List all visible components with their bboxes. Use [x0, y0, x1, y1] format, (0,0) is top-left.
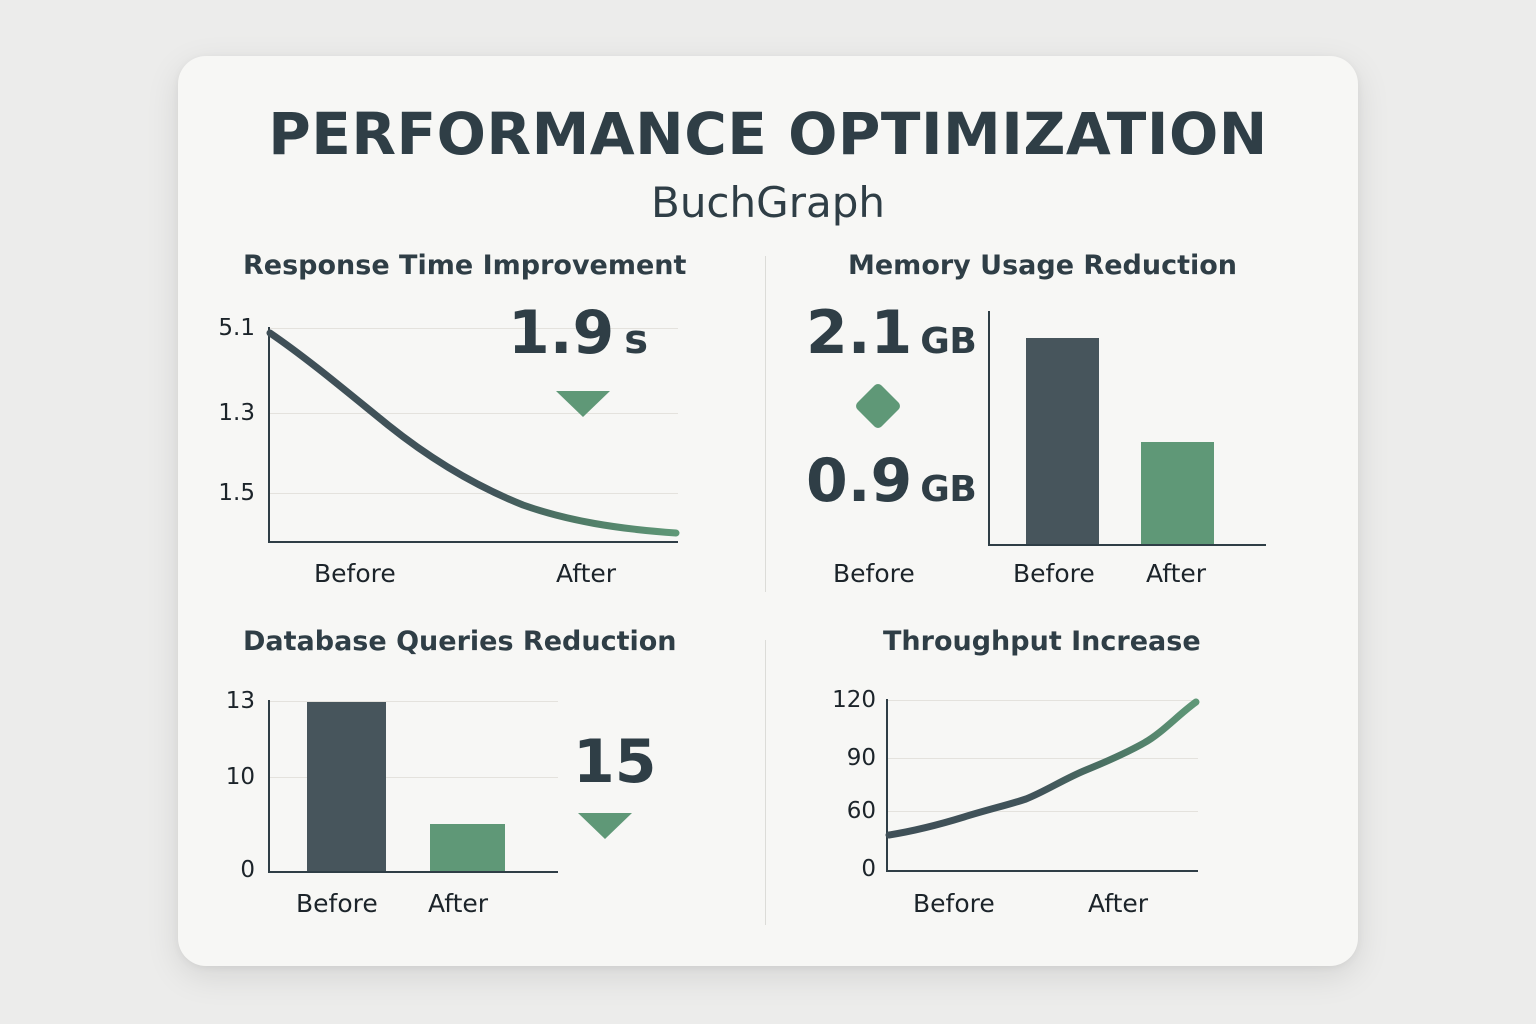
ytick-label: 13 — [225, 688, 255, 714]
gridline — [268, 328, 678, 329]
bar-before — [1026, 338, 1099, 544]
x-axis — [988, 544, 1266, 546]
triangle-down-icon — [578, 813, 632, 839]
xtick-label-after: After — [556, 559, 617, 588]
memory-after-stat: 0.9 GB — [806, 451, 977, 511]
ytick-label: 120 — [832, 687, 876, 713]
memory-before-stat: 2.1 GB — [806, 303, 977, 363]
memory-before-unit: GB — [920, 321, 977, 362]
memory-before-value: 2.1 — [806, 298, 913, 368]
throughput-line — [885, 698, 1200, 839]
page-title: PERFORMANCE OPTIMIZATION — [268, 100, 1268, 168]
bar-after — [430, 824, 505, 871]
panel-response-time: Response Time Improvement 5.1 1.3 1.5 — [218, 250, 758, 610]
xtick-label-before: Before — [913, 889, 995, 918]
panel-memory-usage: Memory Usage Reduction 2.1 GB 0.9 GB Befor… — [798, 250, 1338, 610]
xtick-label-after: After — [428, 889, 489, 918]
memory-after-value: 0.9 — [806, 446, 913, 516]
dashboard-card: PERFORMANCE OPTIMIZATION BuchGraph Respo… — [178, 56, 1358, 966]
memory-stat-caption: Before — [833, 559, 915, 588]
x-axis — [268, 541, 678, 543]
throughput-chart: 120 90 60 0 — [798, 657, 1338, 947]
xtick-label-before: Before — [1013, 559, 1095, 588]
ytick-label: 10 — [225, 764, 255, 790]
triangle-down-icon — [556, 391, 610, 417]
xtick-label-after: After — [1146, 559, 1207, 588]
ytick-label: 0 — [861, 856, 876, 882]
panel-throughput-title: Throughput Increase — [883, 626, 1201, 657]
panel-divider-top — [765, 256, 766, 592]
x-axis — [268, 871, 558, 873]
ytick-label: 1.5 — [218, 480, 255, 506]
y-axis — [268, 327, 270, 542]
ytick-label: 1.3 — [218, 400, 255, 426]
database-queries-chart: 13 10 0 Before After 15 — [218, 657, 758, 947]
diamond-icon — [853, 381, 903, 431]
panel-throughput: Throughput Increase 120 90 60 0 — [798, 626, 1338, 966]
gridline — [886, 811, 1198, 812]
panel-database-queries-title: Database Queries Reduction — [243, 626, 677, 657]
y-axis — [886, 699, 888, 871]
xtick-label-before: Before — [314, 559, 396, 588]
y-axis — [988, 311, 990, 546]
ytick-label: 0 — [240, 857, 255, 883]
panel-response-time-title: Response Time Improvement — [243, 250, 687, 281]
response-time-chart: 5.1 1.3 1.5 — [218, 281, 758, 588]
page-subtitle: BuchGraph — [651, 178, 885, 227]
memory-after-unit: GB — [920, 469, 977, 510]
panel-divider-bottom — [765, 640, 766, 925]
gridline — [268, 493, 678, 494]
xtick-label-before: Before — [296, 889, 378, 918]
x-axis — [886, 870, 1198, 872]
ytick-label: 60 — [846, 798, 876, 824]
response-time-line — [266, 329, 680, 537]
ytick-label: 5.1 — [218, 315, 255, 341]
ytick-label: 90 — [846, 745, 876, 771]
bar-after — [1141, 442, 1214, 544]
memory-usage-chart: 2.1 GB 0.9 GB Before Before After — [798, 281, 1338, 588]
response-time-stat-unit: s — [624, 317, 649, 363]
gridline — [886, 758, 1198, 759]
panel-memory-usage-title: Memory Usage Reduction — [848, 250, 1238, 281]
gridline — [268, 701, 558, 702]
response-time-stat-value: 1.9 — [508, 298, 615, 368]
xtick-label-after: After — [1088, 889, 1149, 918]
dashboard-header: PERFORMANCE OPTIMIZATION BuchGraph — [178, 56, 1358, 227]
database-queries-stat: 15 — [573, 732, 657, 792]
y-axis — [268, 700, 270, 872]
panel-database-queries: Database Queries Reduction 13 10 0 Befor… — [218, 626, 758, 966]
gridline — [886, 700, 1198, 701]
gridline — [268, 413, 678, 414]
database-queries-stat-value: 15 — [573, 727, 657, 797]
gridline — [268, 777, 558, 778]
response-time-stat: 1.9 s — [508, 303, 648, 363]
bar-before — [307, 702, 386, 871]
